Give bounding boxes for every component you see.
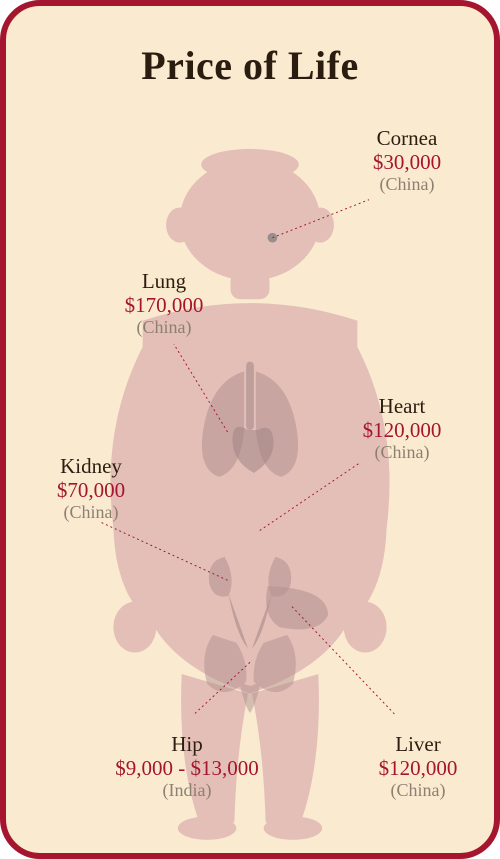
hip-name: Hip [82, 732, 292, 756]
label-lung: Lung $170,000 (China) [94, 269, 234, 338]
hip-origin: (India) [82, 780, 292, 801]
liver-origin: (China) [348, 780, 488, 801]
lung-price: $170,000 [94, 293, 234, 317]
lung-name: Lung [94, 269, 234, 293]
heart-name: Heart [332, 394, 472, 418]
infographic-frame: Price of Life [0, 0, 500, 859]
cornea-origin: (China) [342, 174, 472, 195]
label-heart: Heart $120,000 (China) [332, 394, 472, 463]
heart-origin: (China) [332, 442, 472, 463]
hip-price: $9,000 - $13,000 [82, 756, 292, 780]
kidney-price: $70,000 [26, 478, 156, 502]
lung-origin: (China) [94, 317, 234, 338]
cornea-price: $30,000 [342, 150, 472, 174]
heart-price: $120,000 [332, 418, 472, 442]
kidney-name: Kidney [26, 454, 156, 478]
liver-price: $120,000 [348, 756, 488, 780]
label-cornea: Cornea $30,000 (China) [342, 126, 472, 195]
cornea-name: Cornea [342, 126, 472, 150]
kidney-origin: (China) [26, 502, 156, 523]
label-liver: Liver $120,000 (China) [348, 732, 488, 801]
label-hip: Hip $9,000 - $13,000 (India) [82, 732, 292, 801]
liver-name: Liver [348, 732, 488, 756]
label-kidney: Kidney $70,000 (China) [26, 454, 156, 523]
